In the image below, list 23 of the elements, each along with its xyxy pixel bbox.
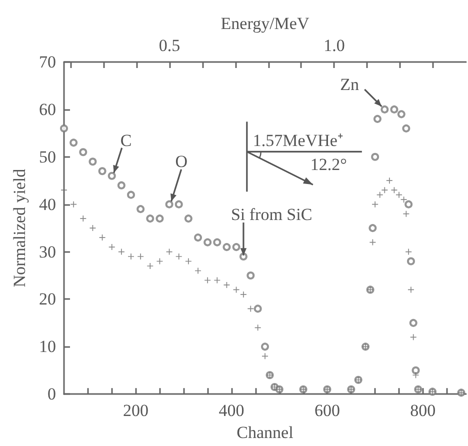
y-axis-title: Normalized yield — [10, 168, 29, 288]
annotation: O — [175, 152, 188, 171]
x-tick-label: 200 — [123, 401, 149, 420]
x-tick-label: 400 — [218, 401, 244, 420]
x2-tick-label: 0.5 — [158, 36, 180, 55]
y-tick-label: 10 — [39, 337, 56, 356]
y-tick-label: 20 — [39, 290, 56, 309]
annotation: 12.2° — [310, 155, 347, 174]
y-tick-label: 40 — [39, 194, 56, 214]
annotation: Si from SiC — [230, 205, 312, 224]
x-axis-title: Channel — [236, 423, 294, 442]
x2-tick-label: 1.0 — [324, 36, 345, 55]
x2-axis-title: Energy/MeV — [220, 14, 310, 33]
annotation: C — [120, 131, 132, 150]
y-tick-label: 60 — [39, 100, 56, 119]
annotation: 1.57MeVHe⁺ — [252, 131, 344, 150]
y-tick-label: 70 — [39, 52, 56, 72]
annotation: Zn — [340, 74, 360, 94]
x-tick-label: 600 — [314, 401, 340, 420]
y-tick-label: 30 — [39, 242, 56, 262]
x-tick-label: 800 — [410, 401, 436, 420]
y-tick-label: 0 — [48, 384, 56, 404]
y-tick-label: 50 — [39, 147, 56, 166]
